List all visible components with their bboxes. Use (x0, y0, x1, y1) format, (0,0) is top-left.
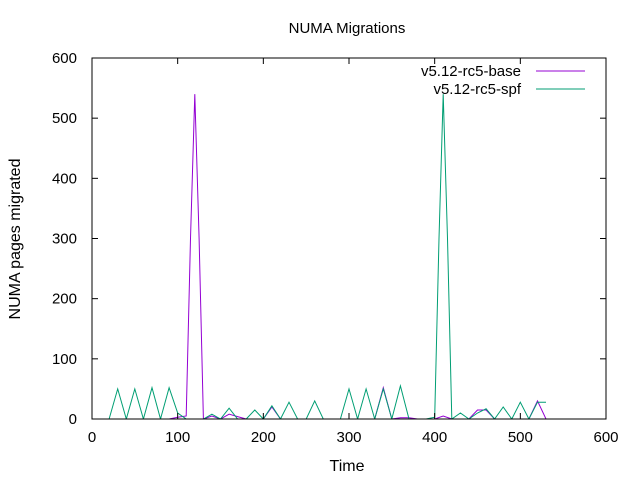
y-axis-label: NUMA pages migrated (7, 159, 24, 320)
series-line-spf (108, 94, 546, 419)
y-tick-label: 600 (52, 50, 77, 67)
series-layer (92, 94, 547, 419)
y-tick-label: 200 (52, 291, 77, 308)
y-axis: 0 100 200 300 400 500 600 (52, 50, 606, 428)
y-tick-label: 0 (69, 411, 77, 428)
x-tick-label: 0 (88, 429, 96, 446)
legend: v5.12-rc5-base v5.12-rc5-spf (421, 63, 585, 98)
x-tick-label: 600 (593, 429, 618, 446)
x-tick-label: 100 (165, 429, 190, 446)
y-tick-label: 300 (52, 231, 77, 248)
legend-label-spf: v5.12-rc5-spf (433, 81, 521, 98)
plot-frame (91, 57, 607, 420)
x-axis: 0 100 200 300 400 500 600 (88, 58, 619, 446)
legend-label-base: v5.12-rc5-base (421, 63, 521, 80)
x-axis-label: Time (330, 458, 365, 475)
x-tick-label: 400 (422, 429, 447, 446)
y-tick-label: 500 (52, 110, 77, 127)
y-tick-label: 400 (52, 170, 77, 187)
x-tick-label: 200 (251, 429, 276, 446)
x-tick-label: 500 (508, 429, 533, 446)
chart-title: NUMA Migrations (289, 20, 406, 37)
x-tick-label: 300 (336, 429, 361, 446)
y-tick-label: 100 (52, 351, 77, 368)
series-line-base (92, 94, 547, 419)
